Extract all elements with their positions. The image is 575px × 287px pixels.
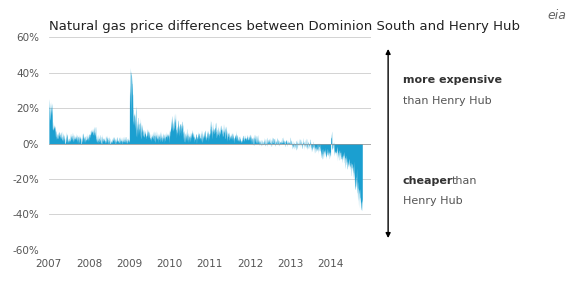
Text: eia: eia <box>547 9 566 22</box>
Text: Henry Hub: Henry Hub <box>402 196 462 206</box>
Text: than: than <box>451 176 477 186</box>
Text: cheaper: cheaper <box>402 176 453 186</box>
Text: more expensive: more expensive <box>402 75 501 86</box>
Text: Natural gas price differences between Dominion South and Henry Hub: Natural gas price differences between Do… <box>49 20 520 33</box>
Text: than Henry Hub: than Henry Hub <box>402 96 491 106</box>
